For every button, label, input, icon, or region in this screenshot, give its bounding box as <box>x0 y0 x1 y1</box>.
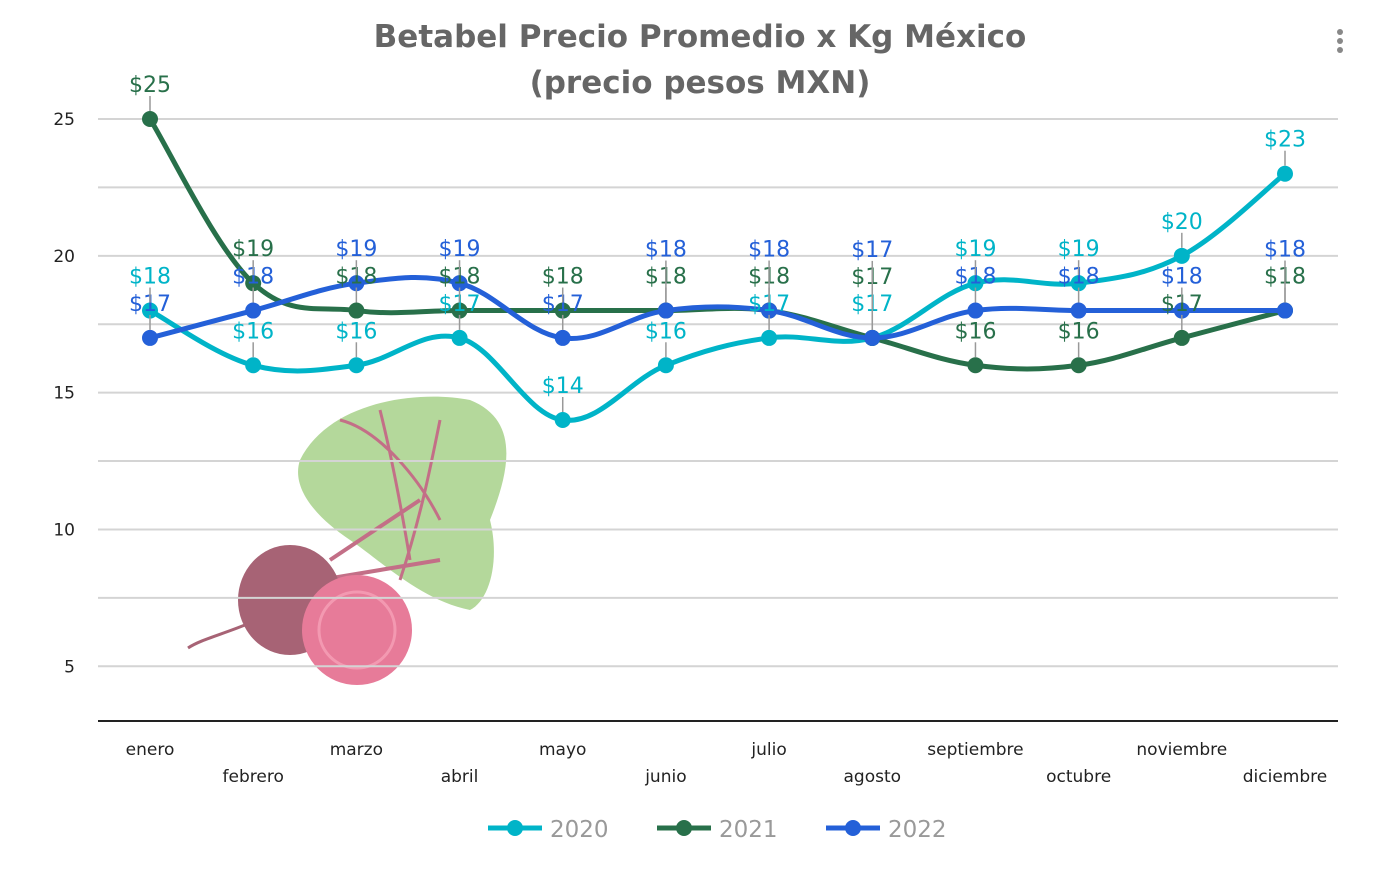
data-point-2020 <box>142 302 158 319</box>
y-tick-label: 10 <box>53 520 75 540</box>
legend-label-2022: 2022 <box>888 817 947 843</box>
legend-label-2020: 2020 <box>550 817 609 843</box>
data-label-2022: $18 <box>1161 265 1203 290</box>
data-label-2021: $16 <box>1058 319 1100 344</box>
beet-image <box>187 396 507 685</box>
more-options-icon[interactable] <box>1330 26 1350 56</box>
data-point-2022 <box>1070 302 1087 319</box>
data-point-2021 <box>1070 357 1087 374</box>
x-tick-label: septiembre <box>927 740 1023 760</box>
data-point-2021 <box>967 357 984 374</box>
x-tick-label: mayo <box>539 740 586 760</box>
title-line-1: Betabel Precio Promedio x Kg México <box>373 19 1027 55</box>
data-point-2021 <box>348 302 365 319</box>
series-line-2022 <box>149 275 1285 341</box>
data-point-2021 <box>554 302 571 319</box>
legend-marker-2021 <box>676 820 692 836</box>
x-tick-label: diciembre <box>1243 767 1327 787</box>
x-tick-label: octubre <box>1046 767 1111 787</box>
data-point-2021 <box>245 275 262 292</box>
data-point-2022 <box>1277 302 1293 319</box>
data-label-2020: $16 <box>645 319 687 344</box>
data-point-2022 <box>451 275 468 292</box>
data-point-2020 <box>348 357 365 374</box>
x-tick-label: febrero <box>223 767 284 787</box>
series-line-2020 <box>148 171 1287 423</box>
data-point-2022 <box>1173 302 1190 319</box>
data-point-2021 <box>451 302 468 319</box>
data-point-2020 <box>657 357 674 374</box>
y-tick-label: 5 <box>64 657 75 677</box>
legend-marker-2020 <box>507 820 523 836</box>
data-label-2022: $18 <box>748 238 790 263</box>
data-label-2021: $16 <box>954 319 996 344</box>
x-tick-label: julio <box>750 740 786 760</box>
data-label-2021: $19 <box>232 237 274 262</box>
data-label-2020: $19 <box>1058 237 1100 262</box>
data-point-2022 <box>348 275 365 292</box>
legend-marker-2022 <box>845 820 861 836</box>
data-point-2022 <box>864 329 881 346</box>
data-label-2020: $14 <box>542 374 584 399</box>
data-point-2021 <box>142 111 158 127</box>
data-point-2022 <box>142 329 158 346</box>
data-label-2020: $16 <box>335 319 377 344</box>
data-label-2021: $25 <box>129 73 171 98</box>
data-point-2020 <box>554 412 571 428</box>
chart-title: Betabel Precio Promedio x Kg México (pre… <box>0 14 1400 106</box>
data-label-2020: $23 <box>1264 128 1306 153</box>
data-point-2022 <box>245 302 262 319</box>
x-tick-label: junio <box>644 767 686 787</box>
y-tick-label: 25 <box>53 110 75 130</box>
data-label-2020: $19 <box>954 237 996 262</box>
data-point-2020 <box>451 329 468 346</box>
x-tick-label: noviembre <box>1136 740 1227 760</box>
data-point-2020 <box>245 357 262 374</box>
data-label-2020: $18 <box>129 265 171 290</box>
data-point-2020 <box>1277 165 1293 182</box>
series-line-2021 <box>147 117 1286 372</box>
data-point-2022 <box>657 302 674 319</box>
legend-label-2021: 2021 <box>719 817 778 843</box>
data-label-2020: $16 <box>232 319 274 344</box>
x-tick-label: marzo <box>330 740 383 760</box>
data-label-2022: $18 <box>645 238 687 263</box>
data-label-2021: $18 <box>542 265 584 290</box>
y-tick-label: 15 <box>53 384 75 404</box>
data-point-2022 <box>967 302 984 319</box>
x-tick-label: agosto <box>843 767 901 787</box>
data-label-2022: $17 <box>851 238 893 263</box>
data-point-2022 <box>554 329 571 346</box>
data-label-2020: $20 <box>1161 210 1203 235</box>
data-label-2022: $19 <box>439 237 481 262</box>
x-tick-label: enero <box>126 740 175 760</box>
data-point-2020 <box>761 329 778 346</box>
data-point-2020 <box>967 275 984 292</box>
y-tick-label: 20 <box>53 247 75 267</box>
data-label-2022: $18 <box>1264 238 1306 263</box>
data-point-2020 <box>1173 247 1190 264</box>
data-point-2021 <box>1173 329 1190 346</box>
data-point-2020 <box>1070 275 1087 292</box>
data-label-2022: $19 <box>335 237 377 262</box>
title-line-2: (precio pesos MXN) <box>529 65 871 101</box>
x-tick-label: abril <box>441 767 479 787</box>
data-point-2022 <box>761 302 778 319</box>
